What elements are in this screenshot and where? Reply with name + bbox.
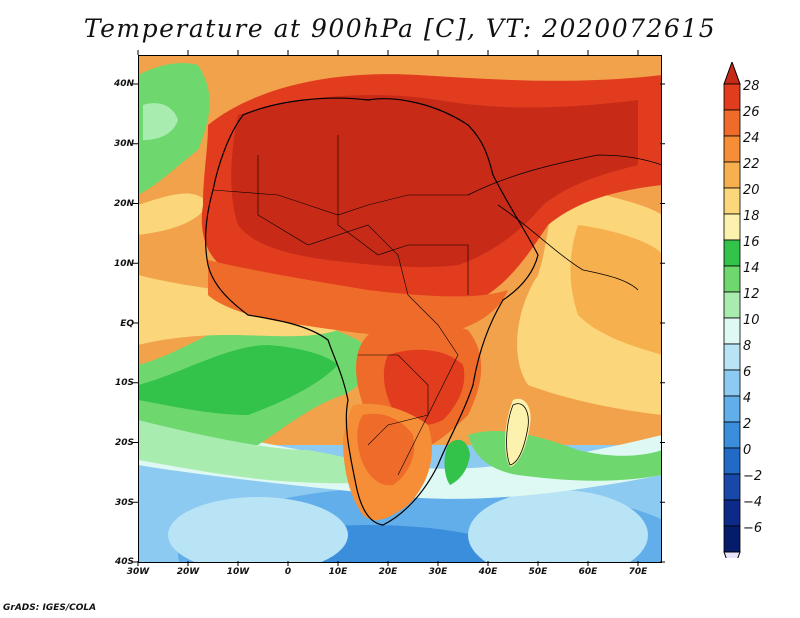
colorbar-segment (723, 109, 741, 137)
colorbar-label: 20 (743, 183, 760, 198)
colorbar-label: 24 (743, 131, 760, 146)
colorbar-segment (723, 369, 741, 397)
colorbar-label: 28 (743, 79, 760, 94)
colorbar-segment (723, 395, 741, 423)
y-tick-label: 20S (114, 438, 134, 448)
y-tick-label: 40S (114, 557, 134, 567)
colorbar-over-triangle (723, 62, 741, 85)
x-tick-label: 20E (378, 567, 398, 577)
colorbar-segment (723, 473, 741, 501)
x-tick-label: 10E (328, 567, 348, 577)
colorbar-label: 16 (743, 235, 760, 250)
colorbar-segment (723, 161, 741, 189)
colorbar-segment (723, 239, 741, 267)
y-tick-label: 10N (113, 259, 134, 269)
colorbar-segment (723, 291, 741, 319)
colorbar-segment (723, 525, 741, 553)
colorbar-label: 10 (743, 313, 760, 328)
x-tick-label: 70E (628, 567, 648, 577)
x-tick-label: 60E (578, 567, 598, 577)
x-tick-label: 0 (284, 567, 292, 577)
colorbar-label: 14 (743, 261, 760, 276)
y-tick-label: 30S (114, 498, 134, 508)
x-tick-label: 30E (428, 567, 448, 577)
colorbar-segment (723, 187, 741, 215)
y-tick-label: 10S (114, 378, 134, 388)
y-tick-label: 40N (113, 79, 134, 89)
x-tick-label: 20W (176, 567, 200, 577)
colorbar-label: −2 (743, 469, 763, 484)
colorbar-label: −4 (743, 495, 763, 510)
colorbar-under-triangle (723, 551, 741, 558)
y-tick-label: 30N (113, 139, 134, 149)
x-tick-label: 30W (126, 567, 150, 577)
colorbar-segment (723, 499, 741, 527)
colorbar-label: −6 (743, 521, 763, 536)
colorbar-segment (723, 213, 741, 241)
colorbar-segment (723, 447, 741, 475)
colorbar-label: 12 (743, 287, 760, 302)
colorbar-label: 4 (743, 391, 752, 406)
colorbar-label: 26 (743, 105, 760, 120)
colorbar-segment (723, 265, 741, 293)
y-tick-label: EQ (120, 319, 134, 329)
x-tick-label: 40E (478, 567, 498, 577)
colorbar-label: 18 (743, 209, 760, 224)
map-title: Temperature at 900hPa [C], VT: 202007261… (83, 14, 717, 43)
temperature-map (138, 55, 662, 563)
colorbar-segment (723, 421, 741, 449)
colorbar-label: 2 (743, 417, 752, 432)
colorbar-segment (723, 343, 741, 371)
y-tick-label: 20N (113, 199, 134, 209)
x-tick-label: 50E (528, 567, 548, 577)
colorbar-label: 6 (743, 365, 752, 380)
colorbar (723, 62, 741, 558)
colorbar-segment (723, 135, 741, 163)
colorbar-label: 22 (743, 157, 760, 172)
footer-credit: GrADS: IGES/COLA (3, 603, 97, 613)
temperature-field (138, 55, 662, 563)
colorbar-label: 0 (743, 443, 752, 458)
colorbar-segment (723, 317, 741, 345)
colorbar-label: 8 (743, 339, 752, 354)
x-tick-label: 10W (226, 567, 250, 577)
colorbar-segment (723, 83, 741, 111)
